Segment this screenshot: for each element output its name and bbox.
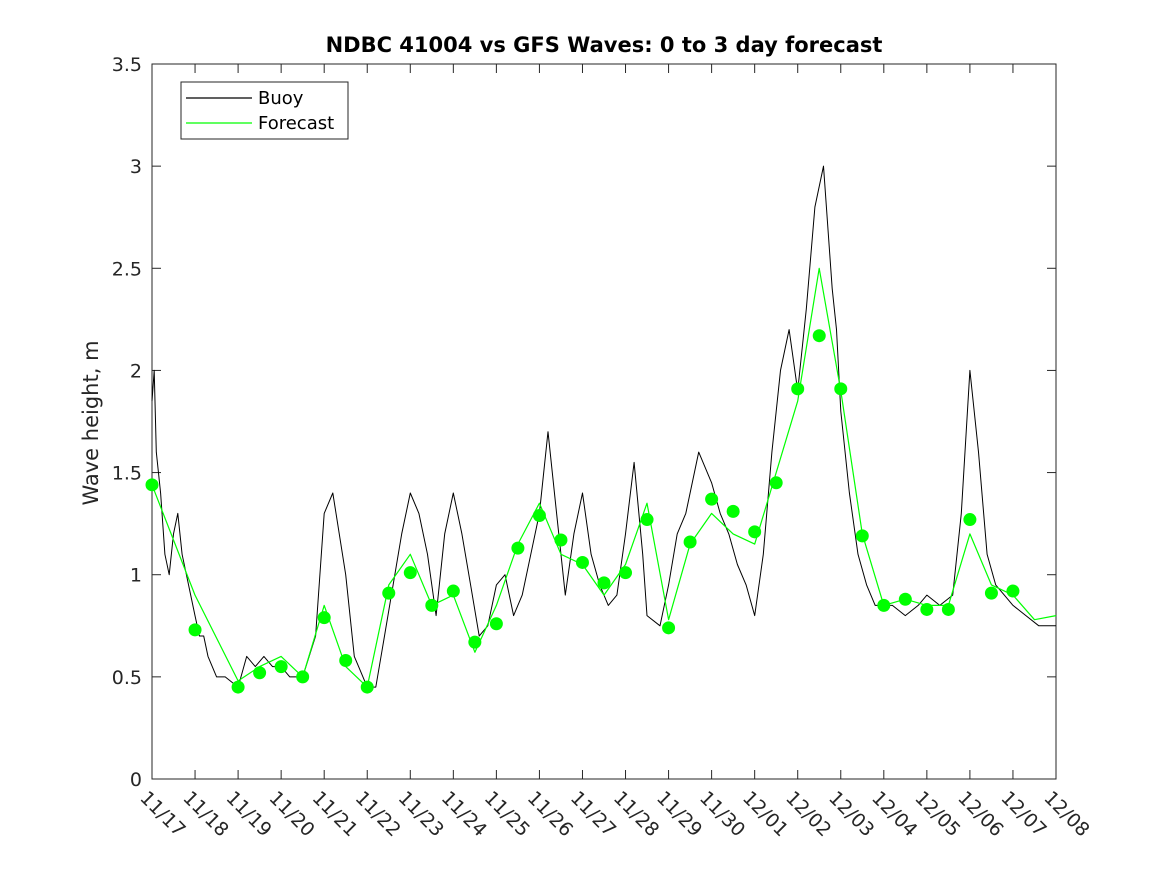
forecast-marker — [382, 586, 396, 600]
legend-label-forecast: Forecast — [258, 113, 334, 134]
legend-label-buoy: Buoy — [258, 88, 304, 109]
forecast-marker — [403, 566, 417, 580]
forecast-marker — [425, 598, 439, 612]
series-line-buoy — [151, 165, 1056, 688]
forecast-marker — [941, 602, 955, 616]
forecast-marker — [748, 525, 762, 539]
forecast-marker — [920, 602, 934, 616]
y-tick-label: 0 — [130, 769, 142, 791]
forecast-marker — [662, 621, 676, 635]
forecast-marker — [575, 555, 589, 569]
forecast-marker — [231, 680, 245, 694]
forecast-marker — [188, 623, 202, 637]
forecast-marker — [898, 592, 912, 606]
forecast-marker — [489, 617, 503, 631]
forecast-marker — [1006, 584, 1020, 598]
forecast-marker — [339, 654, 353, 668]
y-tick-label: 1.5 — [112, 463, 142, 485]
forecast-marker — [640, 513, 654, 527]
forecast-marker — [468, 635, 482, 649]
y-tick-label: 2.5 — [112, 258, 142, 280]
forecast-marker — [791, 382, 805, 396]
forecast-marker — [705, 492, 719, 506]
y-tick-label: 1 — [130, 565, 142, 587]
y-tick-label: 3.5 — [112, 54, 142, 76]
forecast-marker — [532, 508, 546, 522]
forecast-marker — [296, 670, 310, 684]
forecast-marker — [619, 566, 633, 580]
forecast-marker — [963, 513, 977, 527]
y-tick-label: 0.5 — [112, 667, 142, 689]
forecast-marker — [511, 541, 525, 555]
forecast-marker — [769, 476, 783, 490]
legend-box — [180, 81, 349, 140]
forecast-marker — [834, 382, 848, 396]
chart-title: NDBC 41004 vs GFS Waves: 0 to 3 day fore… — [326, 33, 883, 57]
y-tick-label: 3 — [130, 156, 142, 178]
forecast-marker — [855, 529, 869, 543]
forecast-marker — [554, 533, 568, 547]
forecast-marker — [726, 504, 740, 518]
forecast-marker — [597, 576, 611, 590]
forecast-marker — [984, 586, 998, 600]
forecast-marker — [274, 660, 288, 674]
forecast-marker — [877, 598, 891, 612]
axes-box — [151, 63, 1057, 780]
forecast-marker — [253, 666, 267, 680]
forecast-marker — [812, 329, 826, 343]
y-tick-label: 2 — [130, 360, 142, 382]
series-line-forecast — [151, 267, 1057, 688]
forecast-marker — [145, 478, 159, 492]
legend: Buoy Forecast — [180, 81, 349, 140]
forecast-marker — [360, 680, 374, 694]
forecast-marker — [317, 611, 331, 625]
forecast-marker — [446, 584, 460, 598]
forecast-marker — [683, 535, 697, 549]
y-axis-label: Wave height, m — [79, 340, 103, 505]
